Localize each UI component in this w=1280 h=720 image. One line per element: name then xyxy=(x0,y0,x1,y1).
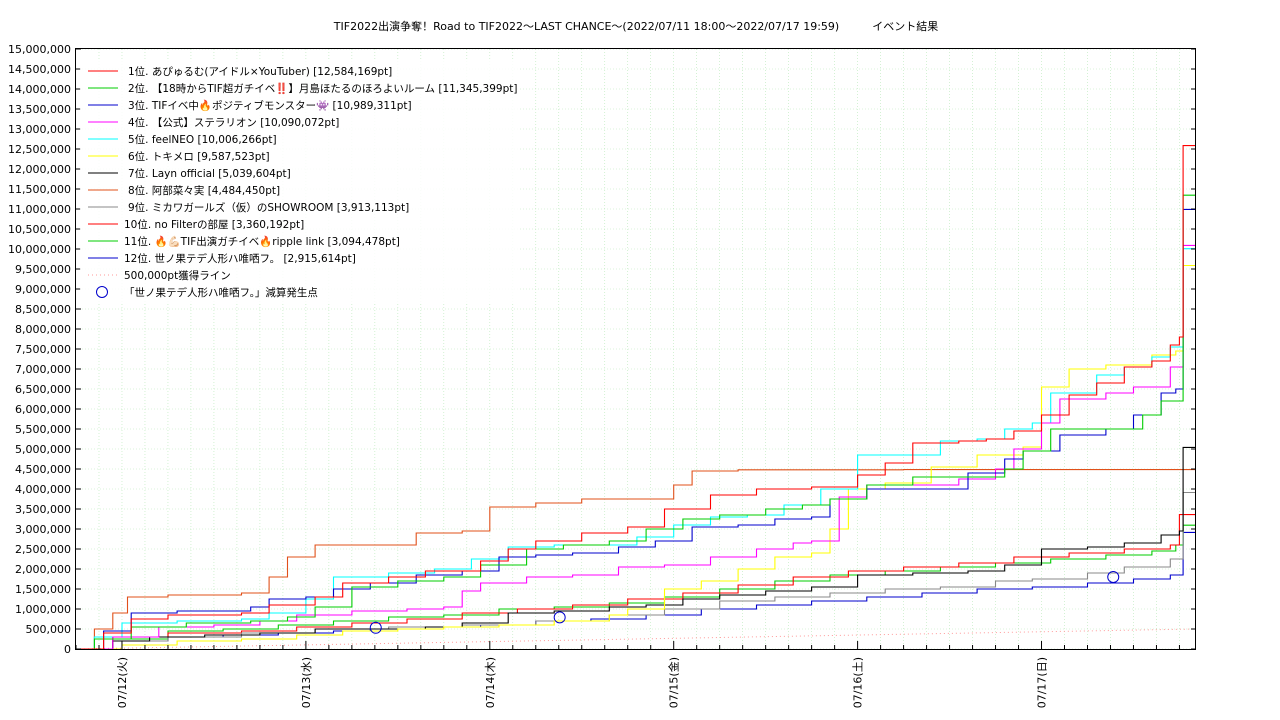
x-axis: 07/12(火) 07/13(水) 07/14(木) 07/15(金) 07/16(土)… xyxy=(75,641,1180,708)
series-line-rank-4 xyxy=(76,244,1196,650)
y-tick-label: 0 xyxy=(64,643,71,656)
decrement-marker xyxy=(369,621,382,634)
x-tick-label: 07/13(水) xyxy=(300,657,313,708)
series-lines xyxy=(76,145,1196,650)
legend-entry: 7位. Layn official [5,039,604pt] xyxy=(128,167,291,180)
legend-entry: 5位. feelNEO [10,006,266pt] xyxy=(128,133,277,146)
y-tick-label: 4,000,000 xyxy=(15,483,71,496)
legend-entry: 4位. 【公式】ステラリオン [10,090,072pt] xyxy=(128,116,339,129)
y-tick-label: 6,500,000 xyxy=(15,383,71,396)
y-tick-label: 6,000,000 xyxy=(15,403,71,416)
y-axis: 0 500,000 1,000,000 1,500,000 2,000,000 2,500… xyxy=(8,43,1196,656)
series-line-rank-8 xyxy=(76,469,1196,650)
series-line-rank-1 xyxy=(76,145,1196,650)
x-tick-label: 07/16(土) xyxy=(852,657,865,708)
y-tick-label: 9,500,000 xyxy=(15,263,71,276)
x-tick-label: 07/14(木) xyxy=(484,657,497,708)
y-tick-label: 10,500,000 xyxy=(8,223,71,236)
y-tick-label: 5,500,000 xyxy=(15,423,71,436)
series-line-rank-10 xyxy=(76,514,1196,650)
legend-entry: 1位. あぴゅるむ(アイドル×YouTuber) [12,584,169pt] xyxy=(128,65,392,78)
decrement-marker xyxy=(1107,571,1120,583)
y-tick-label: 13,000,000 xyxy=(8,123,71,136)
y-tick-label: 12,500,000 xyxy=(8,143,71,156)
y-tick-label: 8,000,000 xyxy=(15,323,71,336)
y-tick-label: 500,000 xyxy=(26,623,72,636)
y-tick-label: 11,000,000 xyxy=(8,203,71,216)
y-tick-label: 3,500,000 xyxy=(15,503,71,516)
series-line-rank-7 xyxy=(76,446,1196,650)
y-tick-label: 2,000,000 xyxy=(15,563,71,576)
legend-entry: 6位. トキメロ [9,587,523pt] xyxy=(128,150,270,163)
y-tick-label: 13,500,000 xyxy=(8,103,71,116)
y-tick-label: 14,000,000 xyxy=(8,83,71,96)
y-tick-label: 10,000,000 xyxy=(8,243,71,256)
x-tick-label: 07/17(日) xyxy=(1036,657,1049,708)
y-tick-label: 11,500,000 xyxy=(8,183,71,196)
y-tick-label: 5,000,000 xyxy=(15,443,71,456)
decrement-marker xyxy=(553,611,566,624)
x-tick-label: 07/12(火) xyxy=(116,657,129,708)
legend-marker-swatch xyxy=(96,286,108,298)
series-line-reference xyxy=(75,628,1197,650)
series-line-rank-5 xyxy=(76,248,1196,650)
series-line-rank-6 xyxy=(76,264,1196,650)
y-tick-label: 1,500,000 xyxy=(15,583,71,596)
legend-entry: 9位. ミカワガールズ（仮）のSHOWROOM [3,913,113pt] xyxy=(128,201,409,214)
y-tick-label: 7,000,000 xyxy=(15,363,71,376)
y-tick-label: 14,500,000 xyxy=(8,63,71,76)
legend-entry: 500,000pt獲得ライン xyxy=(124,269,231,282)
series-line-rank-3 xyxy=(76,208,1196,650)
y-tick-label: 3,000,000 xyxy=(15,523,71,536)
reference-line-500k xyxy=(75,628,1197,650)
legend-entry: 2位. 【18時からTIF超ガチイベ‼️】月島ほたるのほろよいルーム [11,3… xyxy=(128,82,517,95)
y-tick-label: 15,000,000 xyxy=(8,43,71,56)
legend-entry: 8位. 阿部菜々実 [4,484,450pt] xyxy=(128,184,280,197)
decrement-markers xyxy=(369,571,1120,634)
y-tick-label: 7,500,000 xyxy=(15,343,71,356)
y-tick-label: 8,500,000 xyxy=(15,303,71,316)
legend-background xyxy=(80,60,520,302)
legend-entry-markers: 「世ノ果テデ人形ハ唯哂フ。」減算発生点 xyxy=(124,286,318,299)
legend-entry: 10位. no Filterの部屋 [3,360,192pt] xyxy=(124,218,304,231)
series-line-rank-11 xyxy=(76,524,1196,650)
y-tick-label: 9,000,000 xyxy=(15,283,71,296)
y-tick-label: 2,500,000 xyxy=(15,543,71,556)
legend-entry: 11位. 🔥💪🏻TIF出演ガチイベ🔥ripple link [3,094,478… xyxy=(124,235,400,248)
legend-entry: 12位. 世ノ果テデ人形ハ唯哂フ。 [2,915,614pt] xyxy=(124,252,356,265)
y-tick-label: 1,000,000 xyxy=(15,603,71,616)
series-line-rank-2 xyxy=(76,194,1196,650)
series-line-rank-12 xyxy=(76,531,1196,650)
legend: 1位. あぴゅるむ(アイドル×YouTuber) [12,584,169pt] 2… xyxy=(80,60,520,302)
chart-title: TIF2022出演争奪！Road to TIF2022～LAST CHANCE～… xyxy=(333,19,938,33)
legend-entry: 3位. TIFイベ中🔥ポジティブモンスター👾 [10,989,311pt] xyxy=(128,99,412,112)
y-tick-label: 12,000,000 xyxy=(8,163,71,176)
x-tick-label: 07/15(金) xyxy=(667,657,681,708)
y-tick-label: 4,500,000 xyxy=(15,463,71,476)
